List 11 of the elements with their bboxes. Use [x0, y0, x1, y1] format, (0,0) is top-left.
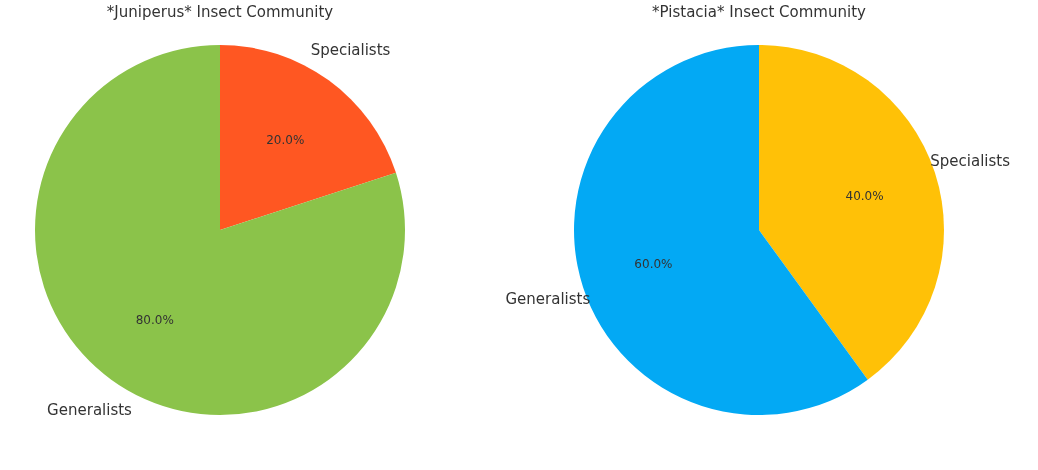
slice-label: Generalists [47, 400, 133, 419]
chart-title: *Juniperus* Insect Community [106, 3, 334, 21]
chart-title: *Pistacia* Insect Community [652, 3, 867, 21]
slice-label: Specialists [930, 152, 1011, 171]
data-label: 80.0% [135, 312, 174, 327]
data-label: 20.0% [266, 133, 305, 148]
pie-slice [35, 45, 405, 415]
slice-label: Specialists [310, 41, 391, 60]
pie-slice [220, 45, 396, 230]
data-label: 60.0% [634, 257, 673, 272]
data-label: 40.0% [845, 188, 884, 203]
